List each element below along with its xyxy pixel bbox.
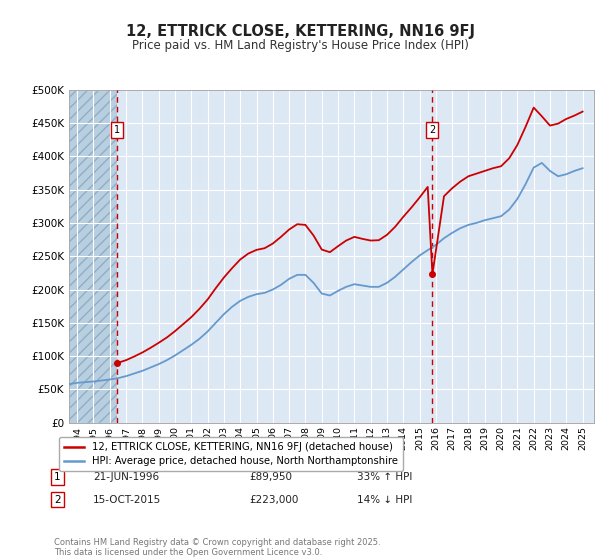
Text: 2: 2 [54,494,61,505]
Text: 12, ETTRICK CLOSE, KETTERING, NN16 9FJ: 12, ETTRICK CLOSE, KETTERING, NN16 9FJ [125,24,475,39]
Text: 21-JUN-1996: 21-JUN-1996 [93,472,159,482]
Text: 14% ↓ HPI: 14% ↓ HPI [357,494,412,505]
Text: 15-OCT-2015: 15-OCT-2015 [93,494,161,505]
Text: Price paid vs. HM Land Registry's House Price Index (HPI): Price paid vs. HM Land Registry's House … [131,39,469,52]
Text: £89,950: £89,950 [249,472,292,482]
Text: Contains HM Land Registry data © Crown copyright and database right 2025.
This d: Contains HM Land Registry data © Crown c… [54,538,380,557]
Text: 33% ↑ HPI: 33% ↑ HPI [357,472,412,482]
Bar [69,90,118,423]
Legend: 12, ETTRICK CLOSE, KETTERING, NN16 9FJ (detached house), HPI: Average price, det: 12, ETTRICK CLOSE, KETTERING, NN16 9FJ (… [59,437,403,472]
Text: 2: 2 [429,124,436,134]
Text: 1: 1 [54,472,61,482]
Text: 1: 1 [115,124,121,134]
Text: £223,000: £223,000 [249,494,298,505]
